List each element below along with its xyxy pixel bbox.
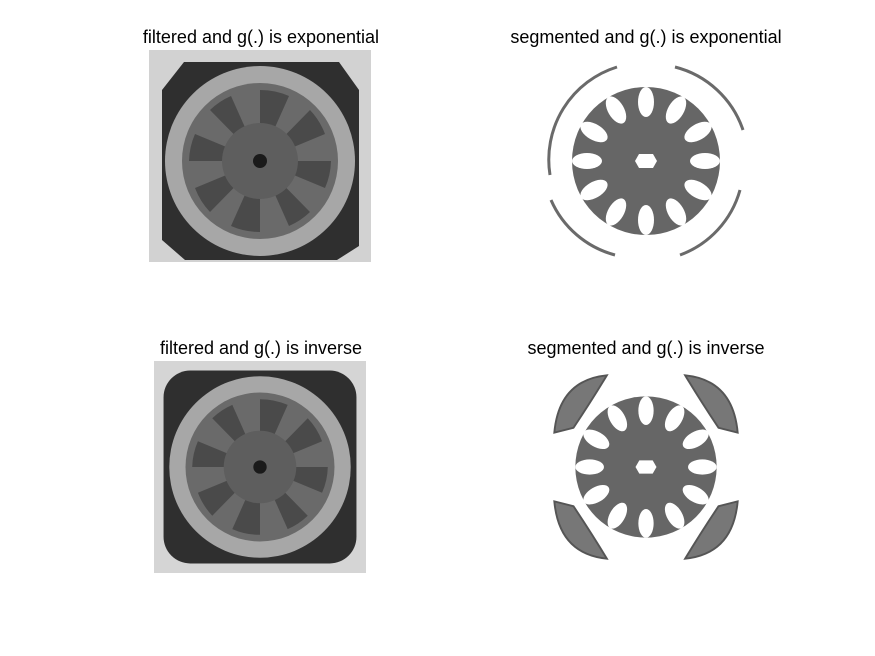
segmented-inverse-image	[540, 361, 752, 573]
panel-title: segmented and g(.) is inverse	[527, 338, 765, 358]
panel-title: filtered and g(.) is exponential	[142, 27, 380, 47]
filtered-exponential-image	[149, 50, 371, 262]
filtered-inverse-image	[154, 361, 366, 573]
segmented-exponential-image	[535, 50, 757, 262]
panel-title: filtered and g(.) is inverse	[159, 338, 363, 358]
panel-title: segmented and g(.) is exponential	[510, 27, 782, 47]
